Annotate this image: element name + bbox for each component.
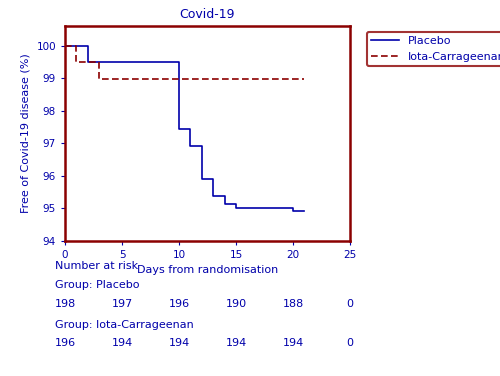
Text: 188: 188 [282,299,304,309]
Text: 196: 196 [168,299,190,309]
X-axis label: Days from randomisation: Days from randomisation [137,265,278,275]
Text: 194: 194 [168,338,190,349]
Text: Group: Placebo: Group: Placebo [55,280,140,290]
Text: 190: 190 [226,299,246,309]
Legend: Placebo, Iota-Carrageenan: Placebo, Iota-Carrageenan [367,32,500,66]
Text: Group: Iota-Carrageenan: Group: Iota-Carrageenan [55,320,194,330]
Title: Covid-19: Covid-19 [180,8,236,21]
Text: 0: 0 [346,299,354,309]
Text: 196: 196 [54,338,76,349]
Y-axis label: Free of Covid-19 disease (%): Free of Covid-19 disease (%) [21,54,31,213]
Text: 0: 0 [346,338,354,349]
Text: 194: 194 [112,338,132,349]
Text: 197: 197 [112,299,132,309]
Text: 198: 198 [54,299,76,309]
Text: Number at risk: Number at risk [55,261,138,271]
Text: 194: 194 [282,338,304,349]
Text: 194: 194 [226,338,246,349]
